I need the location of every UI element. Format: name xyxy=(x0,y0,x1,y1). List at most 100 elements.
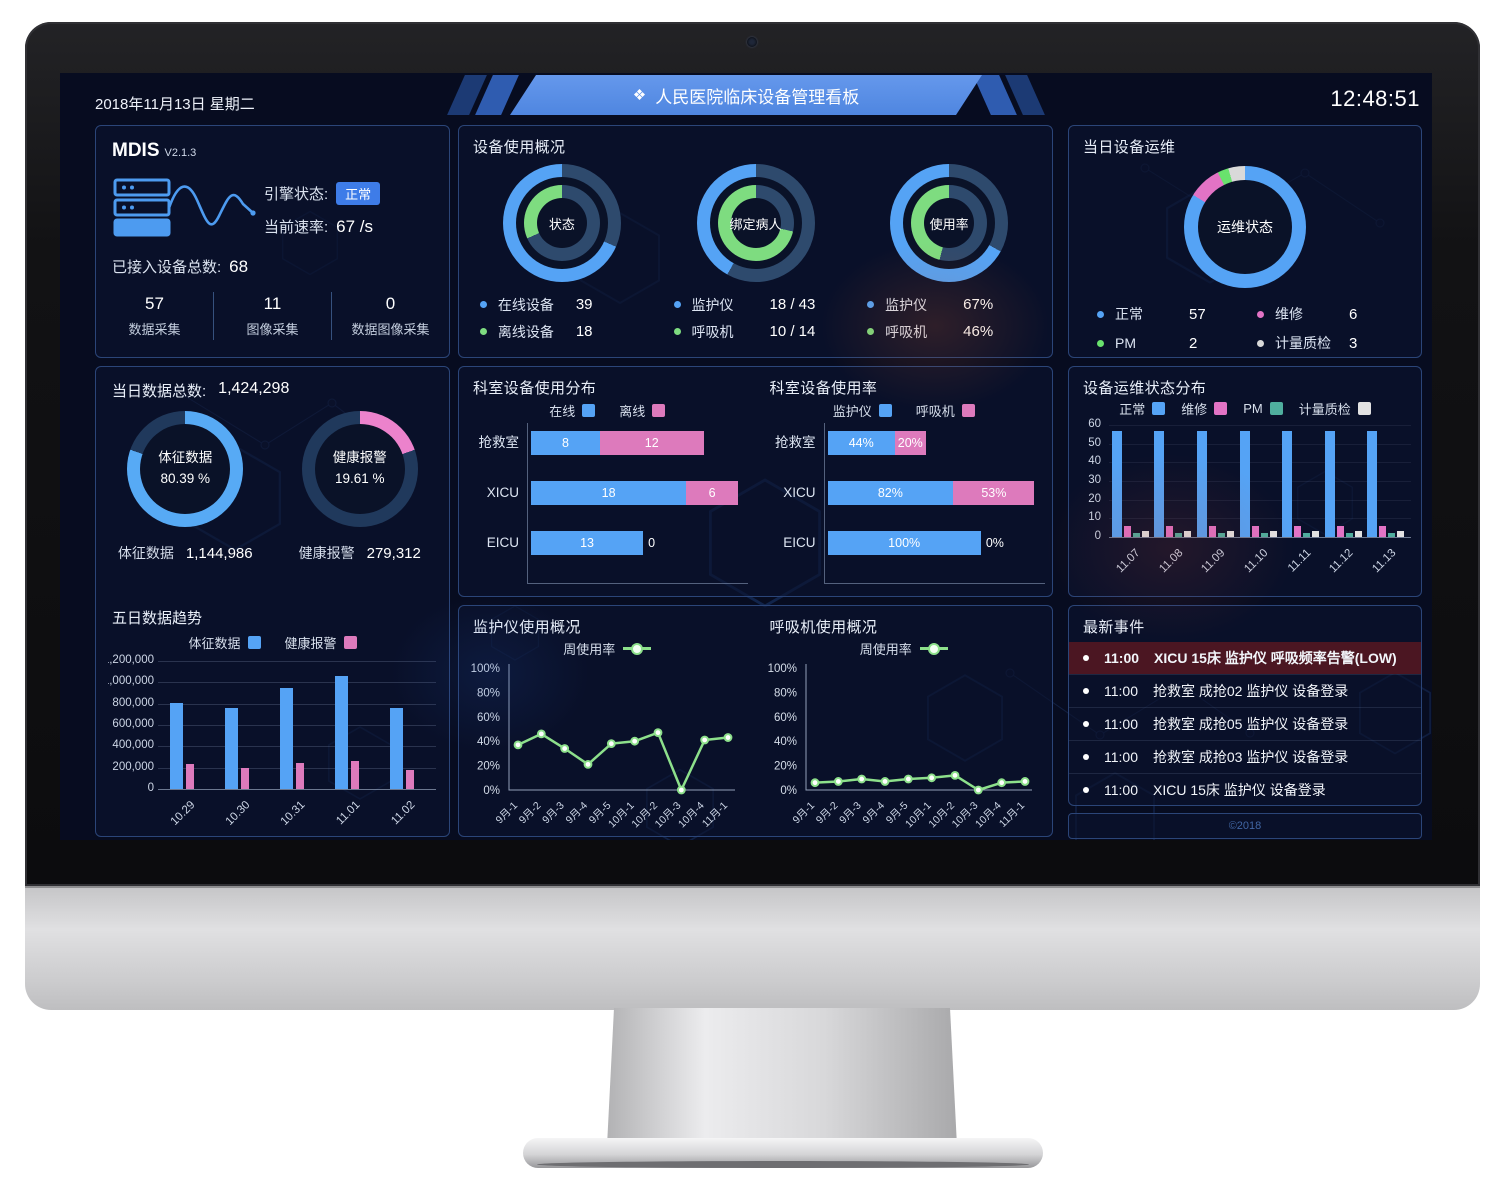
bar-segment-监护仪: 82% xyxy=(827,481,954,505)
panel-title: 设备运维状态分布 xyxy=(1083,380,1207,397)
y-axis-line xyxy=(823,423,825,583)
legend-value: 3 xyxy=(1349,334,1358,352)
donut-legend: 监护仪 67% 呼吸机 46% xyxy=(861,291,1037,345)
legend-value: 67% xyxy=(963,296,994,313)
event-time: 11:00 xyxy=(1104,749,1138,765)
bar-体征数据 xyxy=(280,687,293,789)
usage-donut-cell: 使用率 监护仪 67% 呼吸机 46% xyxy=(852,158,1046,351)
ops-legend: 正常 57 维修 6 PM 2 计量质检 3 xyxy=(1091,304,1411,353)
ventilator-usage-half: 呼吸机使用概况 周使用率 100% 80% 60% 40% 20% 0% 9月-1 9月-2 9… xyxy=(756,606,1053,836)
bar-计量质检 xyxy=(1184,531,1192,537)
legend-marker xyxy=(652,404,666,417)
x-tick-label: 11.01 xyxy=(334,799,363,828)
panel-latest-events: 最新事件 11:00 XICU 15床 监护仪 呼吸频率告警(LOW) 11:00 抢… xyxy=(1068,605,1422,806)
bar-segment-监护仪: 100% xyxy=(827,531,981,555)
svg-text:11月-1: 11月-1 xyxy=(996,800,1026,830)
svg-text:9月-1: 9月-1 xyxy=(790,800,817,827)
event-text: XICU 15床 监护仪 设备登录 xyxy=(1153,782,1326,798)
legend-label: 呼吸机 xyxy=(691,323,734,340)
legend-item: 计量质检 xyxy=(1299,399,1371,418)
gridline xyxy=(1109,499,1411,501)
legend-label: 计量质检 xyxy=(1298,402,1351,417)
y-tick-label: 40 xyxy=(1088,455,1101,468)
event-bullet-dot xyxy=(1083,721,1089,727)
event-bullet-dot xyxy=(1083,688,1089,694)
bar-维修 xyxy=(1123,525,1131,537)
five-day-trend-chart: 1,200,000 1,000,000 800,000 600,000 400,000 2… xyxy=(108,654,438,831)
total-devices-value: 68 xyxy=(229,256,249,276)
legend-value: 18 xyxy=(575,323,593,340)
legend-item: 离线设备 18 xyxy=(474,318,650,345)
line-dot-marker xyxy=(919,642,948,655)
y-tick-label: 200,000 xyxy=(112,760,154,773)
bar-PM xyxy=(1388,533,1396,537)
donut-hole xyxy=(1198,180,1292,274)
y-tick-label: 60 xyxy=(1088,418,1101,430)
svg-text:40%: 40% xyxy=(477,736,500,748)
gridline xyxy=(1109,443,1411,445)
rate-value: 67 /s xyxy=(336,216,374,236)
legend-label: 呼吸机 xyxy=(885,323,928,340)
legend-label: 周使用率 xyxy=(563,642,616,657)
svg-text:10月-4: 10月-4 xyxy=(973,800,1004,831)
events-list: 11:00 XICU 15床 监护仪 呼吸频率告警(LOW) 11:00 抢救室 成抢… xyxy=(1069,642,1421,806)
event-text: 抢救室 成抢02 监护仪 设备登录 xyxy=(1153,683,1349,699)
legend-label: PM xyxy=(1115,335,1136,351)
svg-text:9月-2: 9月-2 xyxy=(517,800,544,827)
bar-计量质检 xyxy=(1269,531,1277,537)
legend-dot xyxy=(1097,310,1104,318)
bar-维修 xyxy=(1336,525,1344,537)
panel-title: 当日设备运维 xyxy=(1083,139,1176,156)
bar-正常 xyxy=(1367,430,1378,537)
bar-正常 xyxy=(1282,430,1293,537)
bar-正常 xyxy=(1324,430,1335,537)
gridline xyxy=(1109,481,1411,482)
legend-dot xyxy=(479,328,487,335)
legend-value: 57 xyxy=(1189,305,1206,323)
legend-item: 呼吸机 xyxy=(916,401,975,420)
panel-daily-ops: 当日设备运维 运维状态 正常 57 维修 6 PM 2 计量质检 3 xyxy=(1068,125,1422,358)
engine-status-badge: 正常 xyxy=(336,182,381,205)
bar-segment-在线: 13 xyxy=(531,531,644,555)
gridline xyxy=(158,703,436,705)
panel-usage-overview: 设备使用概况 状态 在线设备 39 离线设备 18 绑定病人 监护仪 18 / 43 呼吸机 10… xyxy=(458,125,1053,358)
svg-text:40%: 40% xyxy=(773,736,796,748)
dept-distribution-half: 科室设备使用分布 在线 离线 抢救室 8 12 XICU 18 6 EICU 13 0 xyxy=(459,367,756,596)
svg-text:10月-4: 10月-4 xyxy=(676,800,707,831)
y-tick-label: 0 xyxy=(147,782,154,794)
svg-text:20%: 20% xyxy=(477,761,500,773)
bar-PM xyxy=(1303,533,1311,537)
stat-value: 11 xyxy=(263,294,282,313)
bar-PM xyxy=(1217,533,1225,537)
x-tick-label: 10.30 xyxy=(223,799,253,828)
chart-title: 呼吸机使用概况 xyxy=(769,619,878,636)
mdis-name: MDIS xyxy=(112,140,160,161)
legend-item: 监护仪 xyxy=(833,401,892,420)
legend-item: 监护仪 67% xyxy=(861,291,1037,318)
bar-segment-离线: 12 xyxy=(600,431,704,455)
event-row: 11:00 抢救室 成抢05 监护仪 设备登录 xyxy=(1069,707,1421,740)
event-row: 11:00 XICU 15床 监护仪 呼吸频率告警(LOW) xyxy=(1069,642,1421,674)
distribution-chart: 抢救室 8 12 XICU 18 6 EICU 13 0 xyxy=(467,423,748,595)
header-date: 2018年11月13日 星期二 xyxy=(95,96,255,113)
legend-marker xyxy=(582,404,596,417)
stat-label: 图像采集 xyxy=(246,322,299,337)
daily-total-value: 1,424,298 xyxy=(218,380,290,397)
legend-label: PM xyxy=(1243,401,1263,416)
y-tick-label: 400,000 xyxy=(112,739,154,752)
bar-维修 xyxy=(1379,525,1387,537)
legend-item: 维修 xyxy=(1181,399,1228,418)
bar-PM xyxy=(1175,533,1183,537)
svg-text:100%: 100% xyxy=(767,663,796,675)
stat-label: 数据图像采集 xyxy=(351,322,430,337)
mdis-stat: 0 数据图像采集 xyxy=(331,292,449,340)
donut-center-label: 健康报警 19.61 % xyxy=(302,411,418,527)
bar-计量质检 xyxy=(1141,531,1149,537)
panel-title: 最新事件 xyxy=(1083,619,1145,636)
legend-label: 监护仪 xyxy=(885,296,928,313)
ops-distribution-legend: 正常 维修 PM 计量质检 xyxy=(1069,399,1421,418)
svg-text:80%: 80% xyxy=(477,687,500,699)
bar-category-label: XICU xyxy=(783,485,816,500)
x-tick-label: 10.29 xyxy=(169,799,198,828)
